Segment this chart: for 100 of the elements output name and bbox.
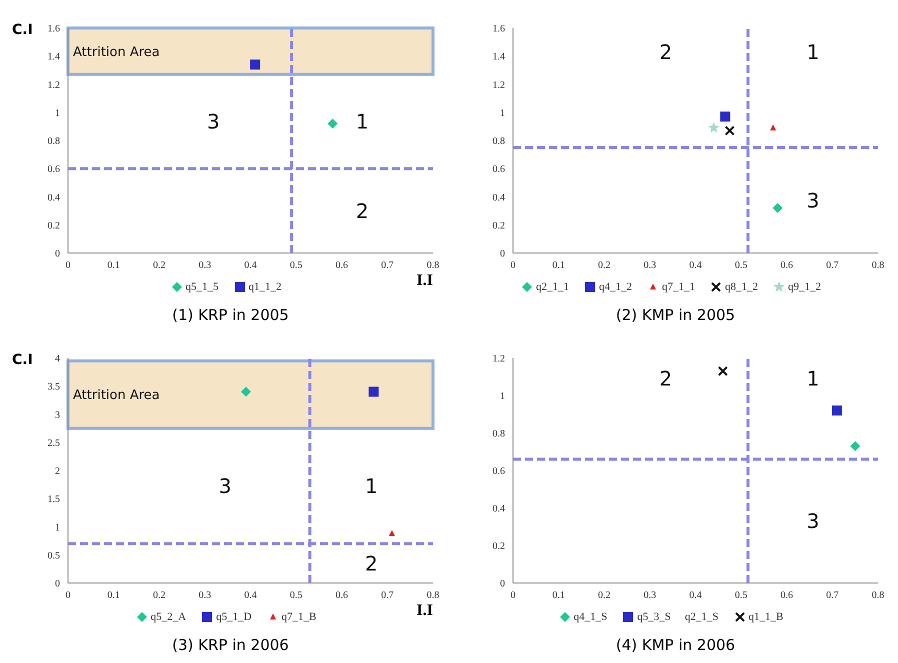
point — [770, 124, 776, 130]
y-tick-label: 1.2 — [492, 80, 505, 91]
x-tick-label: 0.3 — [644, 590, 656, 602]
y-tick-label: 3.5 — [48, 382, 60, 393]
x-tick-label: 0.8 — [426, 260, 440, 272]
x-tick-label: 0.2 — [598, 260, 610, 272]
y-tick-label: 0.6 — [48, 164, 60, 176]
x-tick-label: 0.5 — [290, 260, 302, 272]
y-tick-label: 0.4 — [492, 504, 505, 515]
y-tick-label: 0.2 — [492, 541, 505, 552]
y-tick-label: 0.8 — [492, 428, 505, 440]
x-tick-label: 0.7 — [826, 590, 839, 602]
y-tick-label: 0.4 — [48, 192, 60, 204]
x-tick-label: 0.5 — [734, 260, 748, 272]
annotation: 1 — [806, 40, 820, 64]
y-tick-label: 2 — [55, 466, 60, 478]
legend-label: q1_1_B — [748, 611, 784, 623]
y-tick-label: 0 — [500, 248, 505, 260]
annotation: 1 — [356, 110, 369, 134]
text: (2) KMP in 2005 — [614, 306, 736, 324]
y-tick-label: 1 — [55, 108, 60, 119]
annotation: 2 — [659, 366, 672, 390]
legend-label: q7_1_B — [282, 611, 316, 623]
annotation: 2 — [659, 40, 672, 64]
x-tick-label: 0.1 — [552, 260, 565, 272]
legend-label: q1_1_2 — [248, 281, 282, 293]
x-tick-label: 0.2 — [153, 260, 166, 272]
annotation: 3 — [206, 110, 220, 134]
x-tick-label: 0.1 — [107, 590, 120, 602]
point — [718, 366, 728, 376]
x-tick-label: 0.4 — [244, 260, 257, 272]
legend-label: q9_1_2 — [788, 281, 821, 293]
x-tick-label: 0.3 — [644, 260, 656, 272]
x-tick-label: 0.8 — [872, 590, 884, 602]
text: (1) KRP in 2005 — [171, 306, 290, 324]
text: (3) KRP in 2006 — [171, 636, 290, 654]
legend-label: q4_1_2 — [599, 281, 632, 293]
y-tick-label: 1.2 — [492, 354, 505, 365]
y-tick-label: 0.2 — [48, 220, 60, 232]
y-tick-label: 1.2 — [48, 80, 60, 91]
x-tick-label: 0.7 — [381, 590, 394, 602]
y-tick-label: 0 — [55, 248, 60, 260]
y-tick-label: 0 — [55, 578, 60, 590]
point — [832, 406, 842, 416]
band-label: Attrition Area — [73, 44, 160, 60]
x-tick-label: 0.1 — [107, 260, 120, 272]
legend-label: q5_2_A — [150, 611, 186, 623]
y-tick-label: 1.4 — [492, 52, 505, 63]
annotation: 3 — [806, 509, 820, 534]
point — [708, 122, 720, 133]
x-tick-label: 0.5 — [290, 590, 302, 602]
point — [850, 441, 860, 452]
x-tick-label: 0.3 — [198, 260, 212, 272]
x-tick-label: 0 — [510, 590, 516, 602]
x-tick-label: 0.3 — [198, 590, 212, 602]
y-tick-label: 4 — [55, 354, 60, 365]
y-tick-label: 0.4 — [492, 192, 505, 204]
y-tick-label: 1 — [55, 522, 60, 534]
x-tick-label: 0.6 — [336, 590, 348, 602]
y-tick-label: 0.8 — [492, 136, 505, 148]
legend-label: q8_1_2 — [725, 281, 758, 293]
y-tick-label: 1 — [500, 108, 505, 119]
y-tick-label: 2.5 — [48, 438, 60, 449]
x-tick-label: 0.8 — [426, 590, 440, 602]
x-tick-label: 0 — [510, 260, 516, 272]
x-tick-label: 0.5 — [734, 590, 748, 602]
point — [724, 126, 735, 136]
x-tick-label: 0 — [66, 260, 70, 272]
legend-label: q5_1_D — [216, 611, 252, 623]
text: (4) KMP in 2006 — [614, 636, 736, 654]
y-axis-title: C.I — [12, 352, 33, 368]
legend-label: q2_1_1 — [536, 281, 569, 293]
x-tick-label: 0.4 — [244, 590, 257, 602]
y-tick-label: 1.6 — [492, 24, 505, 35]
x-tick-label: 0.7 — [826, 260, 839, 272]
y-tick-label: 1 — [500, 391, 505, 402]
x-tick-label: 0.6 — [780, 260, 793, 272]
y-tick-label: 0 — [500, 578, 505, 590]
y-axis-title: C.I — [12, 22, 33, 38]
annotation: 3 — [218, 474, 232, 498]
x-tick-label: 0 — [66, 590, 70, 602]
x-tick-label: 0.7 — [381, 260, 394, 272]
annotation: 2 — [356, 198, 369, 223]
annotation: 1 — [806, 366, 820, 390]
y-tick-label: 3 — [55, 410, 60, 421]
y-tick-label: 0.6 — [492, 466, 505, 478]
x-tick-label: 0.2 — [598, 590, 610, 602]
y-tick-label: 0.6 — [492, 164, 505, 176]
legend-label: q5_1_5 — [186, 281, 218, 293]
point — [772, 203, 783, 213]
y-tick-label: 1.5 — [48, 494, 60, 506]
y-tick-label: 0.5 — [48, 550, 60, 562]
y-tick-label: 0.2 — [492, 220, 505, 232]
y-tick-label: 1.6 — [48, 24, 60, 35]
legend-label: q7_1_1 — [662, 281, 695, 293]
x-tick-label: 0.1 — [552, 590, 565, 602]
point — [720, 112, 730, 122]
legend-label: q5_3_S — [637, 611, 671, 623]
y-tick-label: 0.8 — [48, 136, 60, 148]
x-tick-label: 0.2 — [153, 590, 166, 602]
